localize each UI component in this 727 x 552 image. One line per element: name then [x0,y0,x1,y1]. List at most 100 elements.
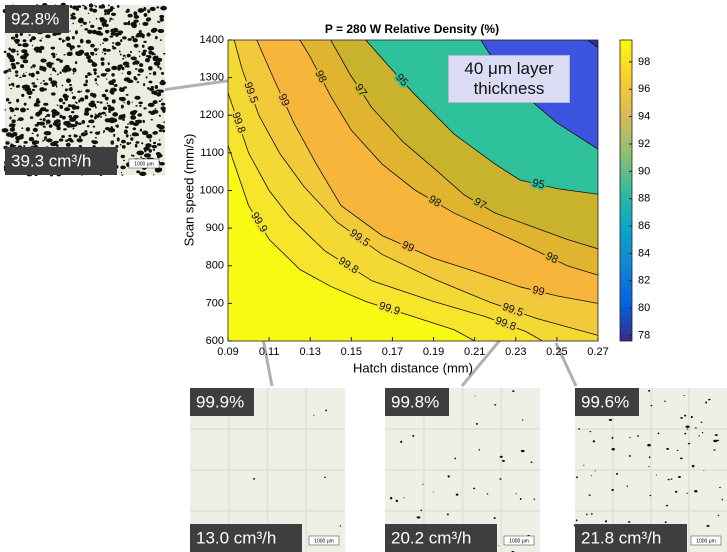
pore [160,102,166,106]
pore [88,119,94,124]
y-tick-label: 1100 [200,147,224,159]
pore [416,516,421,519]
pore [134,68,138,70]
pore [120,139,126,144]
pore [156,6,160,9]
pore [14,107,20,111]
pore [16,98,20,103]
pore [129,142,132,144]
pore [141,36,145,39]
pore [395,499,399,503]
pore [70,123,77,128]
pore [85,79,88,84]
pore [132,61,136,65]
pore [131,111,136,115]
pore [93,48,98,52]
pore [76,5,82,8]
pore [611,436,614,439]
pore [89,114,94,118]
pore [132,38,138,43]
pore [1,128,9,133]
rate-label: 39.3 cm³/h [11,151,91,170]
pore [36,98,40,103]
pore [68,88,71,91]
pore [58,98,64,103]
pore [32,84,38,88]
pore [152,100,158,105]
pore [649,494,652,497]
pore [16,119,19,121]
pore [586,513,588,516]
pore [133,19,139,23]
pore [129,120,135,125]
pore [147,87,150,90]
pore [121,145,126,149]
colorbar-tick-label: 84 [638,247,650,259]
pore [126,53,131,58]
pore [46,138,53,143]
pore [155,152,161,156]
pore [143,6,147,11]
x-tick-label: 0.11 [259,346,280,358]
pore [80,24,83,27]
pore [69,86,73,92]
density-label: 99.6% [581,392,629,411]
pore [97,114,100,117]
pore [94,77,98,82]
pore [163,52,166,55]
pore [76,138,83,143]
pore [95,17,98,20]
pore [87,12,90,14]
pore [23,102,27,106]
y-tick-label: 1200 [200,109,224,121]
label-box [190,524,302,552]
pore [70,47,73,51]
pore [100,61,105,66]
pore [611,447,615,451]
pore [141,130,149,136]
pore [75,51,80,54]
pore [132,122,139,127]
pore [50,80,58,85]
pore [13,114,16,117]
pore [515,493,517,495]
pore [95,82,98,84]
pore [54,123,61,128]
pore [122,118,126,121]
pore [23,145,26,148]
pore [498,545,500,547]
pore [84,5,87,8]
pore [9,116,12,120]
pore [84,95,89,100]
pore [94,113,97,115]
density-label: 92.8% [11,9,59,28]
pore [15,74,19,77]
pore [102,47,107,52]
pore [90,92,94,97]
pore [107,62,110,66]
pore [39,39,43,42]
pore [69,123,72,126]
pore [21,74,27,78]
micrograph: 99.6% 21.8 cm³/h 1000 μm [573,388,727,552]
pore [22,42,29,48]
pore [102,37,109,42]
pore [124,126,129,129]
pore [157,21,161,23]
pore [120,39,123,43]
pore [56,126,61,131]
density-label: 99.9% [196,392,244,411]
colorbar-tick-label: 94 [638,111,650,123]
pore [71,35,75,40]
pore [3,50,7,53]
pore [674,490,678,493]
pore [125,56,127,59]
pore [25,85,29,89]
pore [110,32,117,36]
pore [139,104,142,107]
pore [149,7,156,11]
pore [100,7,103,9]
pore [41,65,43,68]
pore [138,30,142,34]
